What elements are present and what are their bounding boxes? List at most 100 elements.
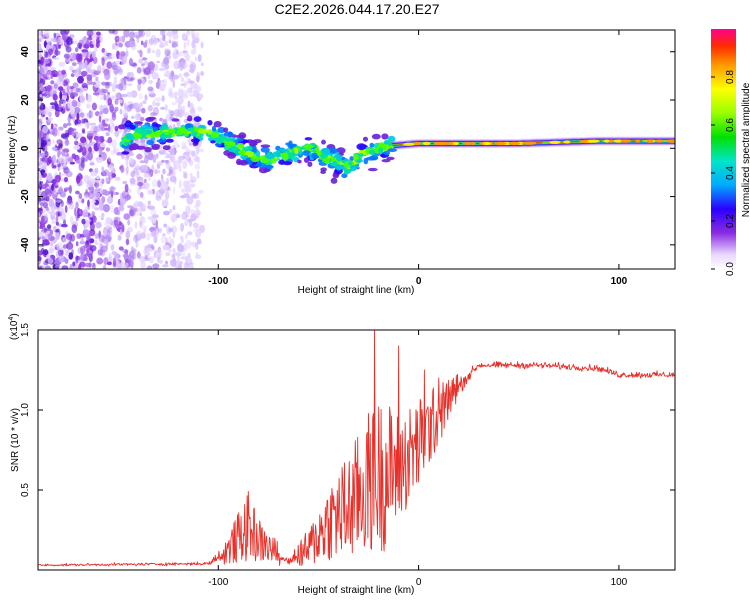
spectrogram-noise-point (155, 219, 158, 228)
spectrogram-noise-point (85, 222, 90, 228)
spectrogram-noise-point (78, 193, 83, 199)
spectrogram-noise-point (196, 194, 200, 199)
spectrogram-noise-point (136, 230, 142, 236)
spectrogram-ridge-point (236, 142, 245, 149)
spectrogram-noise-point (45, 133, 50, 141)
spectrogram-noise-point (144, 39, 148, 45)
snr-ytick-label: 0.5 (20, 483, 31, 497)
spectrogram-noise-point (189, 108, 195, 114)
spectrogram-noise-point (113, 216, 118, 220)
spectrogram-noise-point (42, 125, 49, 134)
spectrogram-noise-point (103, 50, 108, 57)
spectrogram-ridge-point (344, 161, 350, 169)
spectrogram-ridge-point (163, 134, 173, 139)
spectrogram-noise-point (87, 253, 92, 258)
spectrogram-noise-point (187, 231, 193, 236)
spectrogram-noise-point (58, 255, 65, 263)
spectrogram-noise-point (185, 205, 191, 215)
snr-xtick-label: -100 (208, 577, 228, 588)
spectrogram-noise-point (181, 78, 184, 83)
spectrogram-noise-point (177, 109, 185, 118)
spectrogram-noise-point (47, 258, 54, 264)
spectrogram-noise-point (163, 56, 170, 65)
spectrogram-noise-point (103, 226, 108, 236)
spectrogram-noise-point (76, 111, 80, 121)
spectrogram-noise-point (53, 32, 57, 38)
spectrogram-ridge-point (176, 129, 185, 135)
spectrogram-noise-point (99, 215, 105, 219)
spectrogram-noise-point (173, 139, 179, 149)
spectrogram-noise-point (130, 77, 136, 81)
colorbar: 0.0 0.2 0.4 0.6 0.8 Normalized spectral ampl… (711, 29, 750, 276)
spectrogram-noise-point (139, 102, 143, 108)
spectrogram-noise-point (112, 43, 115, 50)
spectrogram-noise-point (157, 181, 161, 188)
spectrogram-noise-point (93, 192, 101, 199)
spectrogram-ridge-highlight (413, 141, 423, 146)
spectrogram-noise-point (65, 46, 72, 53)
spectrogram-noise-point (140, 261, 147, 269)
spectrogram-noise-point (127, 72, 135, 79)
spectrogram-noise-point (44, 213, 48, 222)
spectrogram-ridge-point (217, 126, 226, 134)
spectrogram-noise-point (38, 183, 42, 188)
spectrogram-noise-point (71, 153, 77, 159)
spectrogram-noise-point (58, 186, 63, 194)
spectrogram-noise-point (192, 223, 199, 227)
spectrogram-noise-point (38, 162, 44, 165)
spectrogram-noise-point (95, 175, 101, 180)
spectrogram-noise-point (101, 178, 105, 185)
spectrogram-noise-point (64, 157, 68, 161)
spectrogram-ridge-point (252, 141, 258, 146)
spectrogram-noise-point (114, 216, 121, 223)
spectrogram-noise-point (145, 182, 148, 186)
spectrogram-ridge-highlight (666, 139, 675, 143)
spectrogram-noise-point (173, 212, 179, 218)
spectrogram-noise-point (98, 146, 103, 155)
spectrogram-noise-point (61, 265, 69, 269)
spectrogram-noise-point (114, 176, 121, 181)
spectrogram-noise-point (52, 165, 57, 169)
spectrogram-noise-point (58, 102, 62, 111)
spectrogram-noise-point (145, 30, 152, 37)
spectrogram-ridge-point (341, 173, 348, 179)
spectrogram-noise-point (56, 249, 61, 259)
spectrogram-ridge-point (150, 137, 156, 141)
spectrogram-ridge-highlight (646, 139, 654, 143)
spectrogram-noise-point (55, 199, 61, 203)
spectrogram-noise-point (82, 229, 90, 237)
spectrogram-noise-point (125, 158, 129, 166)
spectrogram-noise-point (126, 72, 131, 79)
spectrogram-noise-point (57, 127, 61, 137)
spectrogram-noise-point (121, 190, 129, 199)
spectrogram-noise-point (107, 97, 113, 106)
spectrogram-noise-point (182, 160, 188, 169)
spectrogram-noise-point (183, 80, 188, 89)
spectrogram-ridge-point (156, 139, 167, 143)
spectrogram-ridge-point (155, 131, 162, 136)
spectrogram-noise-point (86, 37, 93, 41)
spectrogram-noise-point (122, 249, 129, 254)
spectrogram-noise-point (90, 169, 98, 177)
spectrogram-noise-point (87, 199, 90, 208)
spectrogram-noise-point (168, 36, 172, 43)
spectrogram-ridge-point (171, 118, 180, 122)
spectrogram-noise-point (52, 178, 56, 186)
spectrogram-ridge-point (255, 150, 261, 158)
spectrogram-ridge-point (366, 156, 376, 161)
spectrogram-noise-point (88, 110, 92, 119)
spectrogram-noise-point (164, 244, 171, 251)
spectrogram-noise-point (173, 74, 179, 80)
spectrogram-noise-point (141, 107, 146, 114)
spectrogram-noise-point (121, 35, 126, 43)
spectrogram-ridge-point (207, 120, 213, 126)
spectrogram-noise-point (59, 71, 63, 77)
spectrogram-ridge-point (302, 150, 312, 156)
spectrogram-ridge-point (167, 128, 176, 134)
spectrogram-noise-point (43, 260, 49, 266)
spectrogram-noise-point (168, 249, 173, 253)
spectrogram-noise-point (84, 253, 89, 257)
spectrogram-noise-point (122, 253, 129, 258)
spectrogram-noise-point (171, 42, 179, 48)
